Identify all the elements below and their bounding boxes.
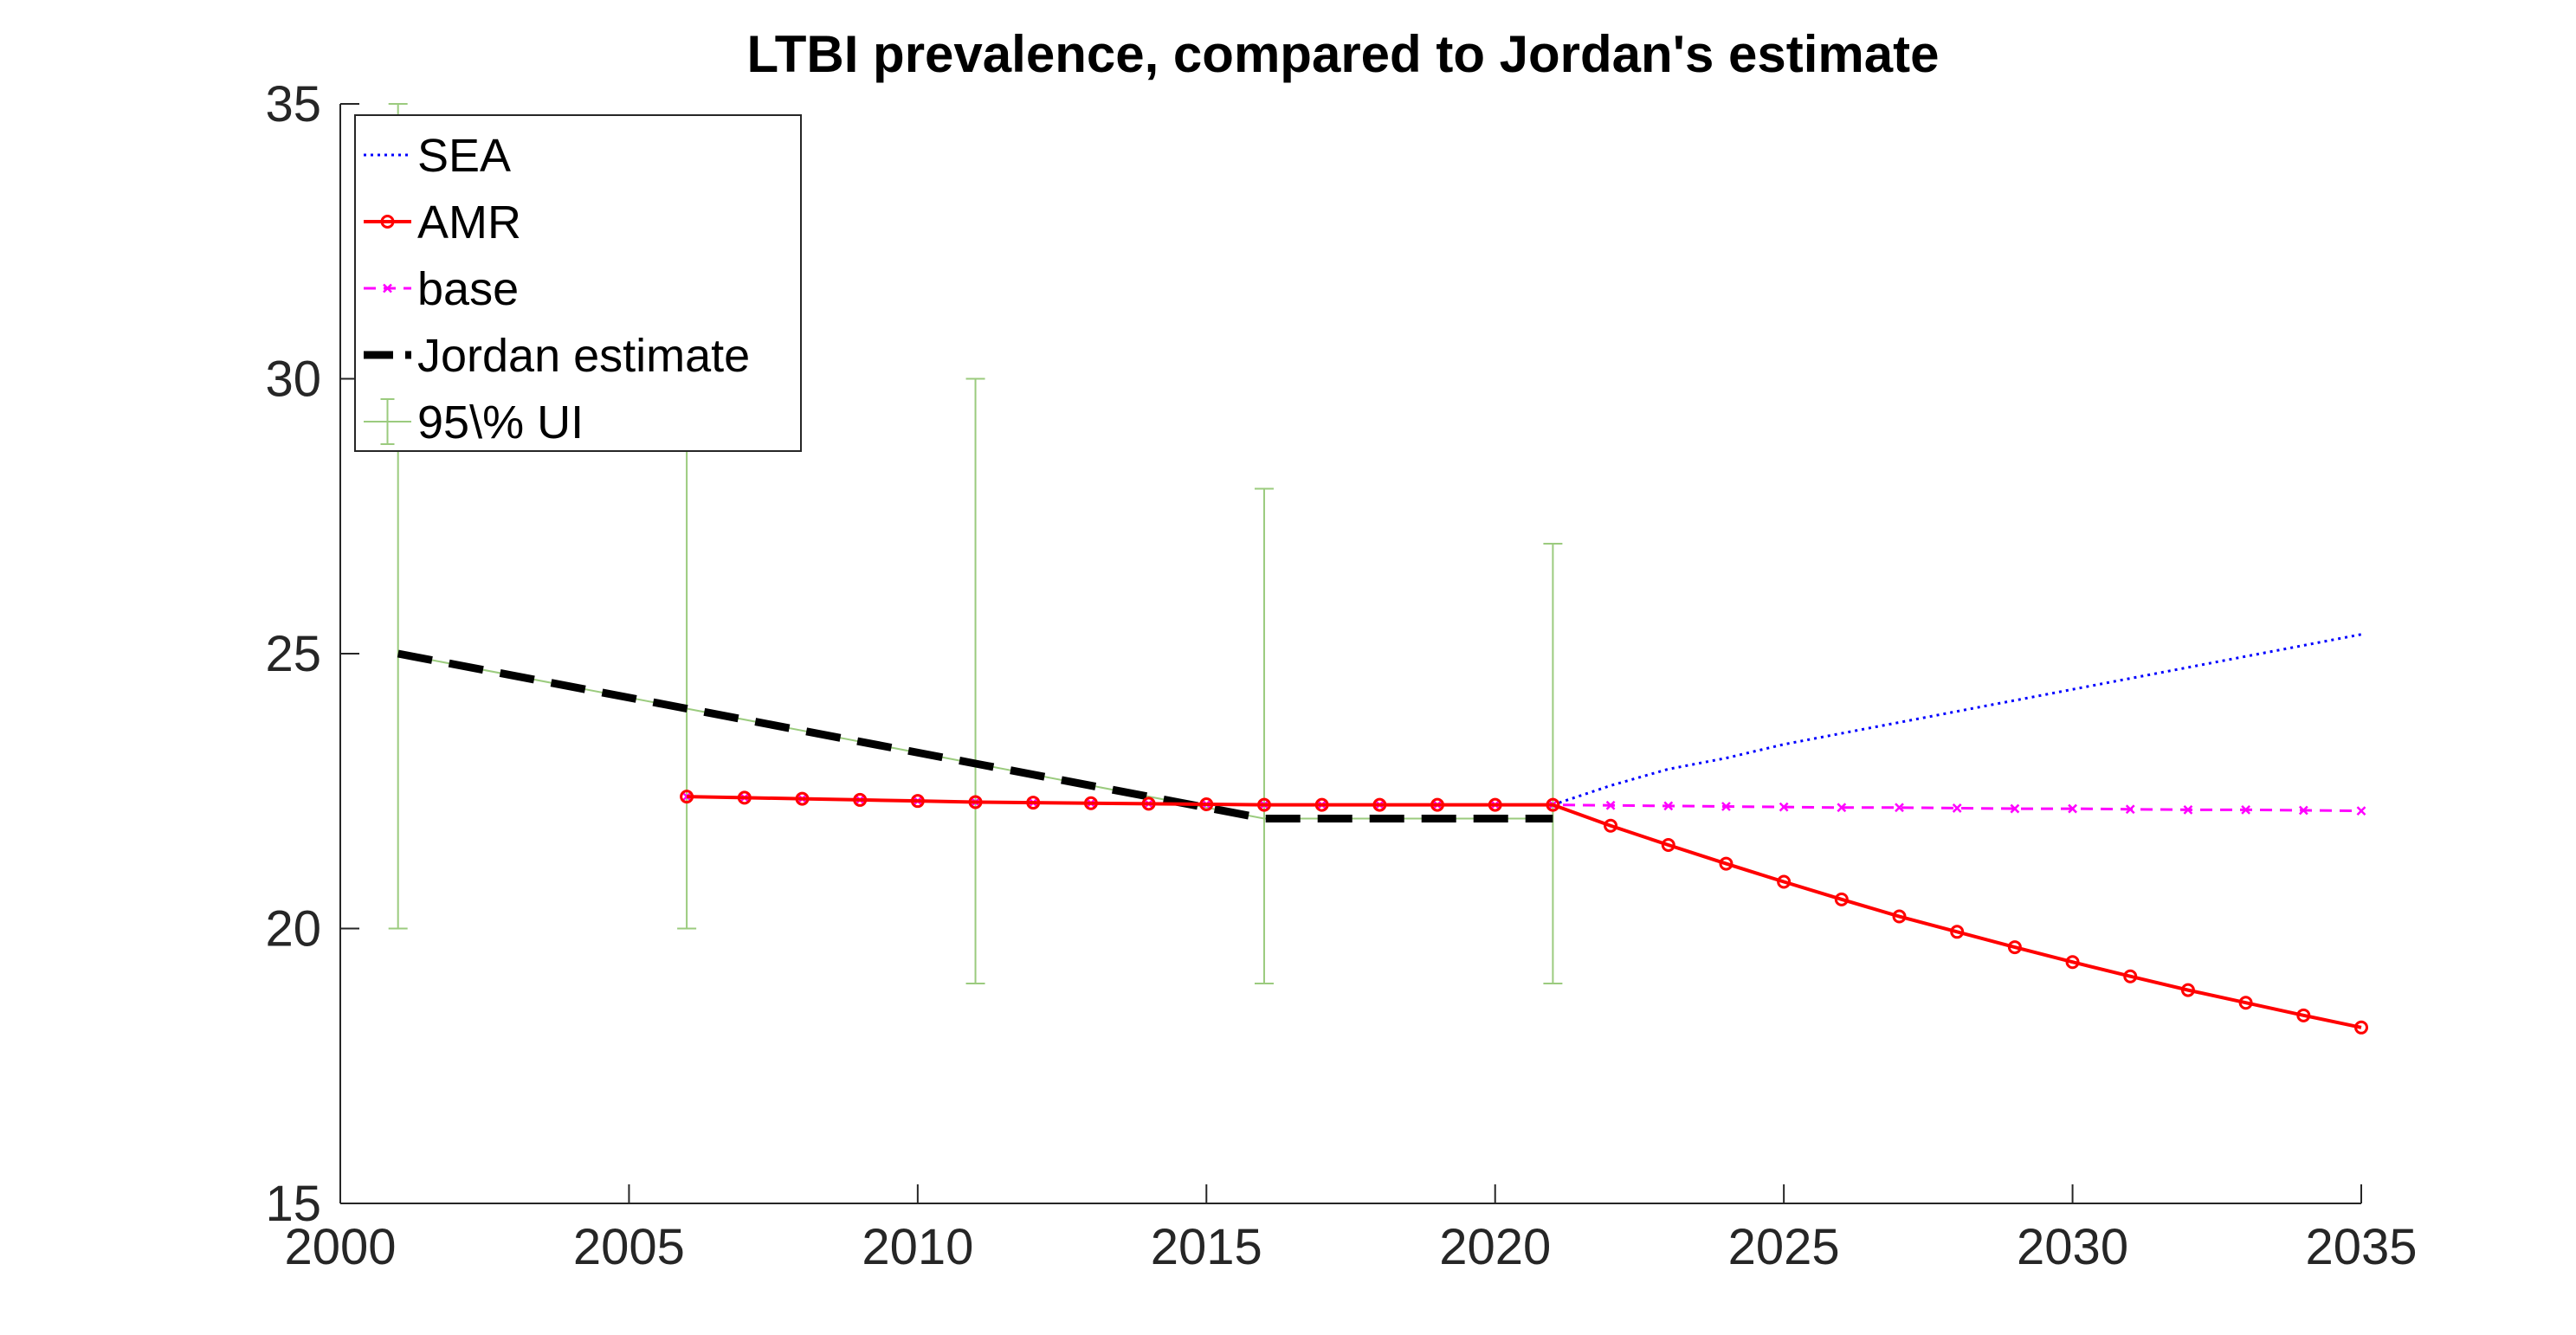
- data-point: [1314, 797, 1329, 812]
- chart-title: LTBI prevalence, compared to Jordan's es…: [747, 25, 1940, 83]
- data-point: [1834, 892, 1849, 906]
- error-bar: [1543, 543, 1563, 984]
- data-point-stroke: [2298, 805, 2308, 816]
- data-point: [1026, 796, 1041, 810]
- error-bar: [1254, 487, 1274, 984]
- data-point: [2010, 803, 2020, 814]
- legend-item: Jordan estimate: [364, 330, 750, 382]
- data-point: [1546, 797, 1560, 812]
- data-point: [2296, 1008, 2311, 1022]
- data-point-stroke: [1952, 803, 1962, 813]
- data-point: [2180, 983, 2195, 997]
- data-point: [2238, 996, 2253, 1010]
- data-point: [1719, 856, 1733, 871]
- series-line: [687, 795, 2362, 1029]
- data-point-stroke: [1663, 801, 1674, 811]
- data-point: [2068, 803, 2077, 814]
- data-point: [1256, 797, 1271, 812]
- x-tick-label: 2000: [284, 1219, 396, 1275]
- x-tick-label: 2035: [2305, 1219, 2417, 1275]
- series-jordan-estimate: [397, 649, 1553, 822]
- y-tick-label: 25: [265, 626, 321, 682]
- legend-item: 95\% UI: [364, 397, 584, 448]
- series-line: [397, 649, 1553, 822]
- data-point: [1605, 800, 1616, 810]
- legend-box: [354, 114, 802, 452]
- data-point: [680, 790, 694, 804]
- error-bar: [965, 377, 985, 984]
- data-point-stroke: [1895, 803, 1904, 813]
- data-point-stroke: [2010, 803, 2020, 814]
- legend-label: 95\% UI: [417, 397, 584, 448]
- legend: SEA AMR base Jordan estimate 95\% UI: [354, 114, 802, 452]
- data-point-stroke: [2183, 804, 2193, 815]
- series-group: [397, 633, 2368, 1035]
- legend-item: base: [364, 263, 519, 315]
- x-tick-label: 2020: [1439, 1219, 1551, 1275]
- data-point-stroke: [1779, 802, 1789, 812]
- x-tick-label: 2005: [573, 1219, 685, 1275]
- legend-marker: [383, 283, 392, 293]
- data-point-stroke: [2356, 806, 2366, 816]
- data-point: [1892, 909, 1907, 924]
- data-point: [1199, 796, 1214, 811]
- axes: [339, 103, 2362, 1204]
- data-point: [910, 794, 925, 809]
- data-point-stroke: [1837, 803, 1847, 813]
- data-point: [2007, 940, 2022, 955]
- data-point: [1950, 925, 1965, 939]
- legend-item: SEA: [364, 130, 511, 182]
- data-point: [737, 790, 752, 805]
- data-point: [2241, 804, 2251, 815]
- y-tick-label: 20: [265, 901, 321, 958]
- data-point: [1777, 874, 1792, 889]
- x-tick-label: 2030: [2017, 1219, 2128, 1275]
- data-point: [1952, 803, 1962, 813]
- data-point: [1663, 801, 1674, 811]
- legend-label: SEA: [417, 130, 511, 182]
- data-point-stroke: [2241, 804, 2251, 815]
- data-point: [1083, 796, 1098, 810]
- series-amr: [680, 790, 2368, 1035]
- data-point: [2298, 805, 2308, 816]
- y-tick-label: 15: [265, 1176, 321, 1232]
- data-point: [1141, 796, 1156, 811]
- x-tick-label: 2015: [1151, 1219, 1262, 1275]
- y-tick-label: 35: [265, 76, 321, 132]
- data-point: [1488, 797, 1502, 812]
- data-point: [853, 792, 868, 807]
- data-point: [1604, 818, 1618, 833]
- legend-label: Jordan estimate: [417, 330, 750, 382]
- legend-label: base: [417, 263, 519, 315]
- data-point: [1779, 802, 1789, 812]
- data-point: [2065, 955, 2080, 970]
- data-point: [2123, 969, 2138, 984]
- data-point: [968, 795, 983, 809]
- data-point: [1721, 802, 1731, 811]
- y-tick-label: 30: [265, 351, 321, 408]
- legend-label: AMR: [417, 197, 521, 248]
- data-point: [2356, 806, 2366, 816]
- data-point-stroke: [1721, 802, 1731, 811]
- data-point: [795, 791, 810, 806]
- data-point: [1372, 797, 1387, 812]
- data-point-stroke: [2068, 803, 2077, 814]
- tick-labels: 2000 2005 2010 2015 2020 2025 2030 203515202530…: [265, 76, 2417, 1275]
- data-point-stroke: [1605, 800, 1616, 810]
- data-point: [2125, 804, 2135, 815]
- data-point-stroke: [2125, 804, 2135, 815]
- data-point: [1837, 803, 1847, 813]
- data-point: [2354, 1020, 2368, 1035]
- data-point: [1895, 803, 1904, 813]
- data-point: [2183, 804, 2193, 815]
- legend-item: AMR: [364, 197, 521, 248]
- legend-marker: [380, 215, 395, 229]
- x-tick-label: 2010: [862, 1219, 973, 1275]
- x-tick-label: 2025: [1728, 1219, 1840, 1275]
- data-point: [1430, 797, 1445, 812]
- data-point: [1661, 837, 1675, 852]
